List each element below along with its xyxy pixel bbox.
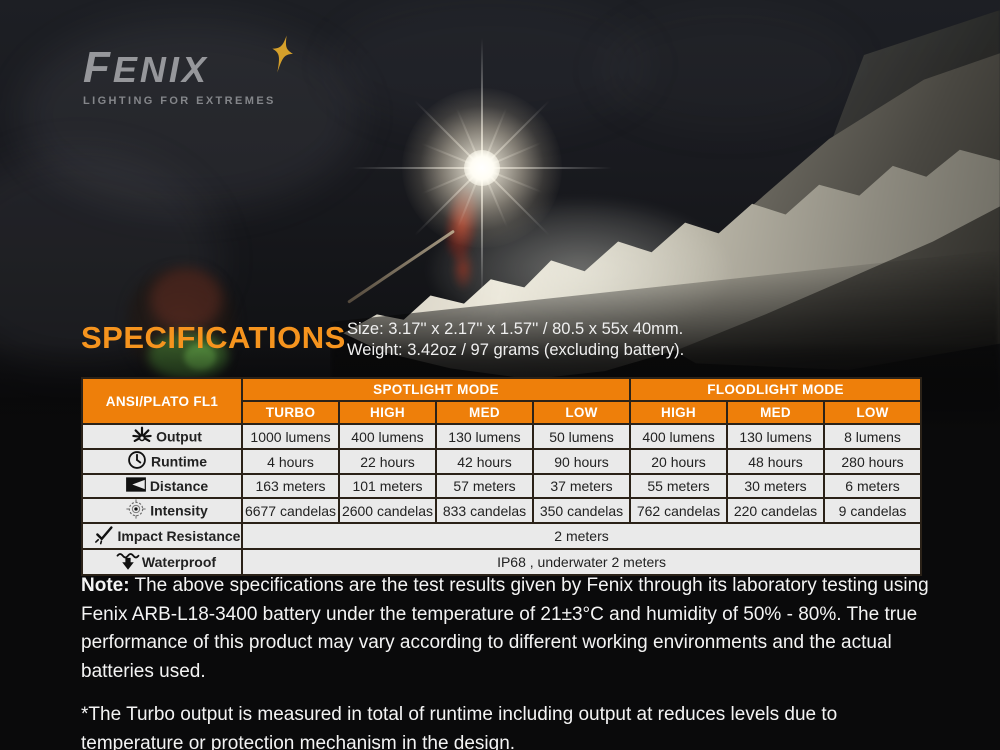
spec-value: 6 meters: [823, 473, 923, 499]
impact-check-icon: [90, 524, 118, 548]
col-header-turbo: TURBO: [241, 400, 340, 425]
row-label: Waterproof: [141, 554, 217, 570]
size-line: Size: 3.17'' x 2.17'' x 1.57'' / 80.5 x …: [347, 320, 684, 338]
col-header-med-spot: MED: [435, 400, 534, 425]
spec-value: 6677 candelas: [241, 497, 340, 524]
spec-value-span: 2 meters: [240, 522, 923, 550]
spotlight-mode-header: SPOTLIGHT MODE: [240, 377, 632, 402]
logo-letters: ENIX: [112, 49, 209, 90]
spec-value: 57 meters: [435, 473, 534, 499]
page-title: SPECIFICATIONS: [81, 320, 346, 355]
brand-tagline: LIGHTING FOR EXTREMES: [83, 95, 276, 107]
row-label: Runtime: [151, 453, 207, 470]
row-label: Intensity: [150, 502, 208, 519]
logo-letter: F: [83, 43, 113, 92]
spec-value: 130 lumens: [435, 423, 534, 450]
spec-value: 9 candelas: [823, 497, 923, 524]
row-label: Impact Resistance: [117, 528, 241, 544]
table-row-runtime: Runtime 4 hours 22 hours 42 hours 90 hou…: [81, 448, 923, 475]
spec-value: 48 hours: [726, 448, 826, 475]
sunburst-icon: [128, 425, 156, 448]
fenix-logo-wordmark: FENIX: [83, 46, 276, 90]
spec-table: ANSI/PLATO FL1 SPOTLIGHT MODE FLOODLIGHT…: [81, 377, 923, 576]
spec-value: 50 lumens: [531, 423, 632, 450]
col-header-high-flood: HIGH: [629, 400, 729, 425]
spec-value: 37 meters: [531, 473, 632, 499]
spec-value: 400 lumens: [338, 423, 437, 450]
spec-value: 4 hours: [241, 448, 340, 475]
spec-value: 280 hours: [823, 448, 923, 475]
weight-line: Weight: 3.42oz / 97 grams (excluding bat…: [347, 341, 685, 359]
col-header-med-flood: MED: [726, 400, 826, 425]
group-header-row: ANSI/PLATO FL1 SPOTLIGHT MODE FLOODLIGHT…: [81, 377, 923, 425]
note-paragraph: Note: The above specifications are the t…: [81, 572, 939, 686]
spec-value: 20 hours: [629, 448, 729, 475]
flare-core: [464, 150, 500, 186]
fenix-logo: FENIX LIGHTING FOR EXTREMES: [83, 35, 293, 107]
spec-value: 2600 candelas: [338, 497, 437, 524]
table-row-distance: Distance 163 meters 101 meters 57 meters…: [81, 473, 923, 499]
table-row-output: Output 1000 lumens 400 lumens 130 lumens…: [81, 423, 923, 450]
spec-value: 163 meters: [241, 473, 340, 499]
notes-section: Note: The above specifications are the t…: [81, 572, 939, 750]
spec-value: 1000 lumens: [241, 423, 340, 450]
clock-icon: [123, 450, 151, 473]
cloud-patch: [600, 10, 860, 130]
spec-value: 130 lumens: [726, 423, 826, 450]
beam-flag-icon: [122, 476, 150, 496]
col-header-high-spot: HIGH: [338, 400, 437, 425]
spec-value: 220 candelas: [726, 497, 826, 524]
row-label: Output: [156, 428, 202, 445]
note-text: The above specifications are the test re…: [81, 575, 929, 682]
col-header-low-flood: LOW: [823, 400, 923, 425]
spec-value: 55 meters: [629, 473, 729, 499]
spec-value: 762 candelas: [629, 497, 729, 524]
product-dimensions: Size: 3.17'' x 2.17'' x 1.57'' / 80.5 x …: [347, 319, 684, 361]
target-icon: [122, 499, 150, 522]
spec-value: 90 hours: [531, 448, 632, 475]
table-corner-header: ANSI/PLATO FL1: [81, 377, 243, 425]
table-row-impact-resistance: Impact Resistance 2 meters: [81, 522, 923, 550]
spec-value: 833 candelas: [435, 497, 534, 524]
table-row-intensity: Intensity 6677 candelas 2600 candelas 83…: [81, 497, 923, 524]
spec-value: 42 hours: [435, 448, 534, 475]
waterproof-icon: [114, 550, 142, 574]
floodlight-mode-header: FLOODLIGHT MODE: [629, 377, 923, 402]
note-label: Note:: [81, 575, 130, 596]
col-header-low-spot: LOW: [531, 400, 632, 425]
turbo-footnote: *The Turbo output is measured in total o…: [81, 704, 838, 750]
spec-value: 22 hours: [338, 448, 437, 475]
spec-value: 400 lumens: [629, 423, 729, 450]
spec-value: 350 candelas: [531, 497, 632, 524]
red-light-streak: [452, 248, 474, 290]
spec-value: 101 meters: [338, 473, 437, 499]
spec-value: 30 meters: [726, 473, 826, 499]
row-label: Distance: [149, 478, 209, 494]
spec-value: 8 lumens: [823, 423, 923, 450]
